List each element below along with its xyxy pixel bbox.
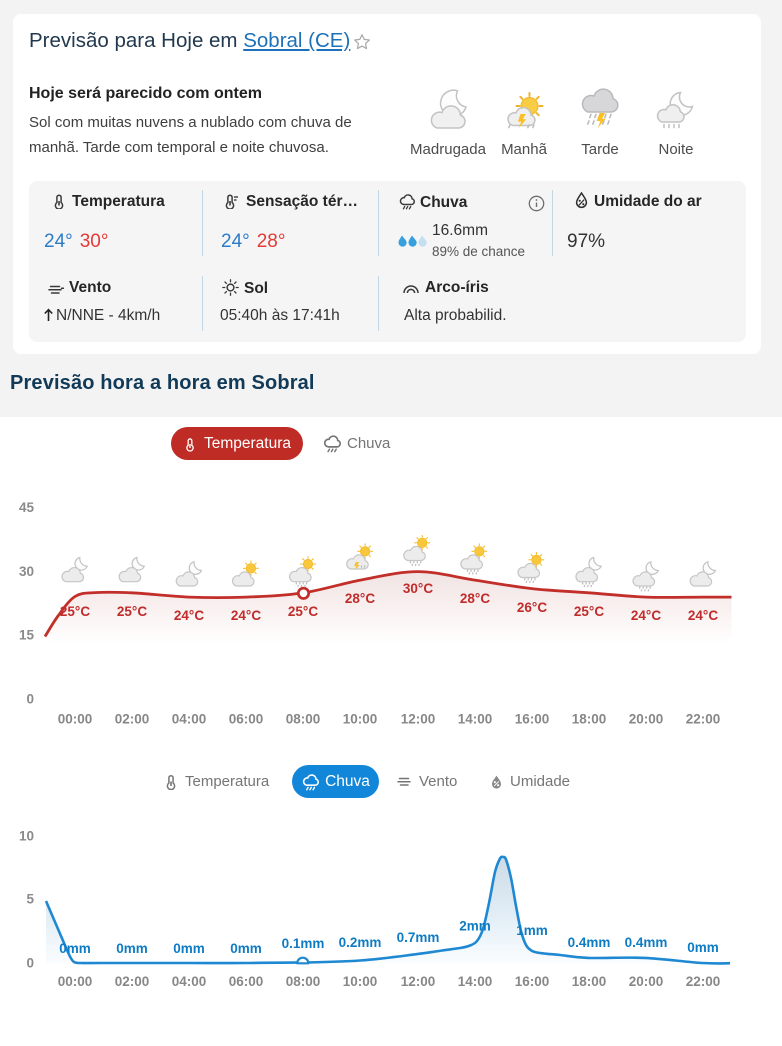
svg-text:0: 0 [26,692,34,707]
svg-text:0mm: 0mm [687,940,719,955]
svg-text:0.4mm: 0.4mm [625,935,668,950]
svg-text:0.2mm: 0.2mm [339,935,382,950]
svg-text:0.7mm: 0.7mm [397,930,440,945]
svg-text:15: 15 [19,628,35,643]
svg-text:25°C: 25°C [574,604,604,619]
svg-text:28°C: 28°C [345,591,375,606]
svg-text:25°C: 25°C [60,604,90,619]
svg-text:2mm: 2mm [459,919,491,934]
svg-text:1mm: 1mm [516,923,548,938]
svg-text:22:00: 22:00 [686,974,721,989]
svg-text:24°C: 24°C [631,608,661,623]
svg-text:12:00: 12:00 [401,712,436,727]
svg-text:25°C: 25°C [117,604,147,619]
svg-text:16:00: 16:00 [515,712,550,727]
svg-text:00:00: 00:00 [58,974,93,989]
svg-text:02:00: 02:00 [115,712,150,727]
svg-text:10: 10 [19,829,34,844]
svg-text:0mm: 0mm [173,941,205,956]
svg-text:30: 30 [19,564,34,579]
svg-text:20:00: 20:00 [629,974,664,989]
svg-text:10:00: 10:00 [343,712,378,727]
svg-text:02:00: 02:00 [115,974,150,989]
svg-text:04:00: 04:00 [172,712,207,727]
svg-text:00:00: 00:00 [58,712,93,727]
svg-text:24°C: 24°C [231,608,261,623]
svg-text:0mm: 0mm [116,941,148,956]
svg-text:0mm: 0mm [230,941,262,956]
svg-text:24°C: 24°C [688,608,718,623]
svg-text:0mm: 0mm [59,941,91,956]
svg-text:16:00: 16:00 [515,974,550,989]
svg-text:45: 45 [19,500,35,515]
svg-text:22:00: 22:00 [686,712,721,727]
svg-text:28°C: 28°C [460,591,490,606]
svg-text:08:00: 08:00 [286,974,321,989]
svg-text:0: 0 [26,956,34,971]
svg-text:26°C: 26°C [517,600,547,615]
svg-text:08:00: 08:00 [286,712,321,727]
svg-text:14:00: 14:00 [458,974,493,989]
svg-text:18:00: 18:00 [572,974,607,989]
svg-text:04:00: 04:00 [172,974,207,989]
svg-text:06:00: 06:00 [229,712,264,727]
svg-text:12:00: 12:00 [401,974,436,989]
svg-text:0.1mm: 0.1mm [282,936,325,951]
svg-text:25°C: 25°C [288,604,318,619]
svg-text:30°C: 30°C [403,581,433,596]
svg-text:5: 5 [26,892,34,907]
svg-text:0.4mm: 0.4mm [568,935,611,950]
svg-text:20:00: 20:00 [629,712,664,727]
svg-text:18:00: 18:00 [572,712,607,727]
svg-text:24°C: 24°C [174,608,204,623]
svg-text:06:00: 06:00 [229,974,264,989]
svg-text:10:00: 10:00 [343,974,378,989]
svg-text:14:00: 14:00 [458,712,493,727]
